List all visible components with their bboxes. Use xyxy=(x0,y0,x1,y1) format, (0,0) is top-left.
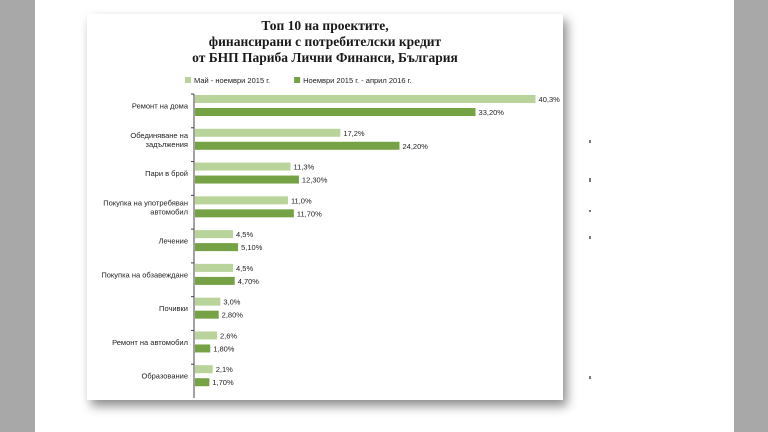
bar-s1-3 xyxy=(195,162,291,171)
page-margin-marks xyxy=(589,140,593,390)
legend-swatch-2 xyxy=(294,77,301,83)
chart-title: Топ 10 на проектите, финансирани с потре… xyxy=(87,18,563,66)
category-label-2-line-2: задължения xyxy=(146,140,188,149)
document-page: Топ 10 на проектите, финансирани с потре… xyxy=(35,0,734,432)
category-label-5-line-1: Лечение xyxy=(159,237,188,246)
chart-image: Топ 10 на проектите, финансирани с потре… xyxy=(87,14,563,400)
data-label-s2-7: 2,80% xyxy=(222,311,244,320)
data-label-s1-1: 40,3% xyxy=(539,95,561,104)
category-label-2-line-1: Обединяване на xyxy=(130,131,188,140)
data-label-s2-8: 1,80% xyxy=(213,344,235,353)
chart-title-line-2: финансирани с потребителски кредит xyxy=(208,34,442,49)
data-label-s1-2: 17,2% xyxy=(343,129,365,138)
category-label-4-line-1: Покупка на употребяван xyxy=(103,198,188,207)
bar-s2-9 xyxy=(195,378,210,387)
category-label-8-line-1: Ремонт на автомобил xyxy=(112,338,188,347)
category-label-1-line-1: Ремонт на дома xyxy=(132,102,189,111)
legend-label-1: Май - ноември 2015 г. xyxy=(194,76,270,85)
bar-s1-5 xyxy=(195,230,234,239)
chart-title-line-3: от БНП Париба Лични Финанси, България xyxy=(192,50,458,65)
legend-swatch-1 xyxy=(185,77,191,83)
data-label-s1-5: 4,5% xyxy=(236,230,253,239)
bar-s2-6 xyxy=(195,276,235,285)
bar-s2-8 xyxy=(195,344,211,353)
data-label-s1-3: 11,3% xyxy=(293,163,314,172)
bar-s1-2 xyxy=(195,128,341,137)
data-label-s1-7: 3,0% xyxy=(223,298,240,307)
data-label-s1-4: 11,0% xyxy=(291,196,312,205)
bar-s2-3 xyxy=(195,175,299,184)
category-label-6-line-1: Покупка на обзавеждане xyxy=(101,270,188,279)
bar-s1-7 xyxy=(195,297,221,306)
bar-s2-7 xyxy=(195,310,219,319)
data-label-s2-1: 33,20% xyxy=(479,108,505,117)
category-label-9-line-1: Образование xyxy=(142,372,189,381)
chart-title-line-1: Топ 10 на проектите, xyxy=(261,18,389,33)
bar-s1-6 xyxy=(195,263,234,272)
legend-label-2: Ноември 2015 г. - април 2016 г. xyxy=(303,76,411,85)
bar-s1-9 xyxy=(195,365,213,374)
category-label-3-line-1: Пари в брой xyxy=(145,169,188,178)
data-label-s1-6: 4,5% xyxy=(236,264,253,273)
bar-s2-1 xyxy=(195,108,476,116)
data-label-s1-9: 2,1% xyxy=(216,365,233,374)
bar-s2-2 xyxy=(195,141,400,150)
bar-s2-4 xyxy=(195,209,294,218)
category-label-4-line-2: автомобил xyxy=(150,207,188,216)
bar-s2-5 xyxy=(195,243,239,252)
bar-s1-8 xyxy=(195,331,217,340)
data-label-s2-5: 5,10% xyxy=(241,243,263,252)
data-label-s2-2: 24,20% xyxy=(402,142,428,151)
data-label-s1-8: 2,6% xyxy=(220,331,237,340)
category-label-7-line-1: Почивки xyxy=(159,304,188,313)
bar-s1-1 xyxy=(195,95,536,103)
data-label-s2-3: 12,30% xyxy=(302,176,328,185)
data-label-s2-6: 4,70% xyxy=(238,277,260,286)
data-label-s2-9: 1,70% xyxy=(212,378,234,387)
data-label-s2-4: 11,70% xyxy=(297,209,322,218)
bar-s1-4 xyxy=(195,196,288,205)
bar-chart: Май - ноември 2015 г. Ноември 2015 г. - а… xyxy=(101,76,561,398)
